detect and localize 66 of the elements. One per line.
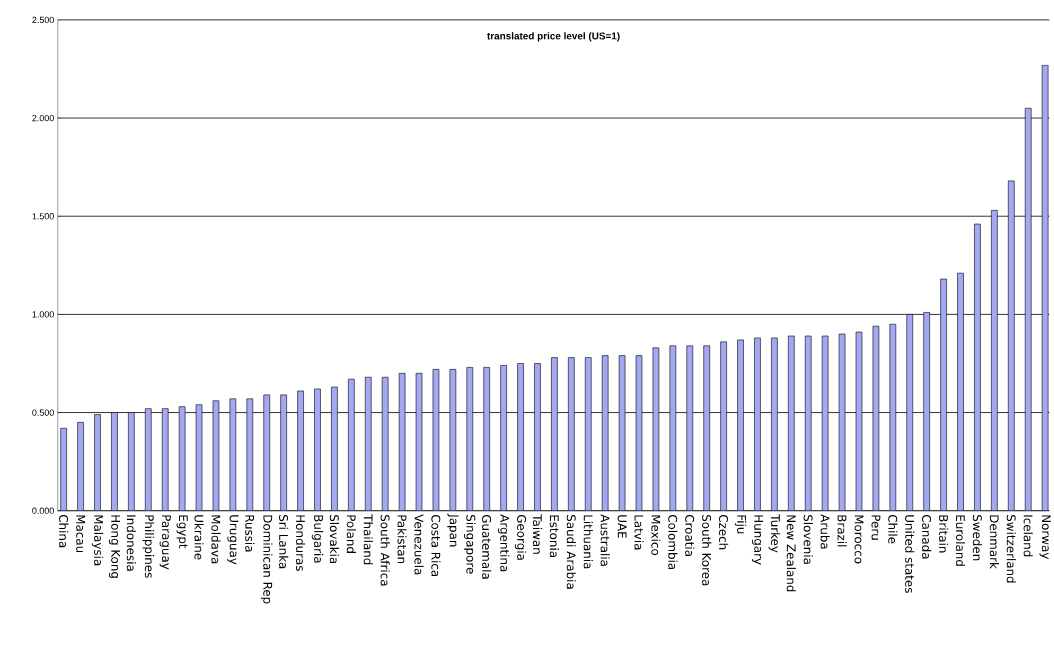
x-tick-label: Canada bbox=[922, 514, 932, 559]
y-tick-label: 2.500 bbox=[32, 16, 54, 24]
x-tick-label: Morocco bbox=[854, 515, 864, 564]
y-tick-label: 0.000 bbox=[32, 507, 54, 514]
x-tick-label: Latvia bbox=[634, 515, 644, 550]
x-tick-label: Slovakia bbox=[329, 515, 340, 564]
x-tick-label: Hungary bbox=[751, 515, 764, 565]
x-tick-label: Saudi Arabia bbox=[566, 515, 576, 589]
x-tick-label: Croatia bbox=[685, 514, 695, 556]
x-tick-label: Singapore bbox=[464, 515, 476, 574]
x-tick-label: China bbox=[59, 514, 69, 548]
x-tick-label: Iceland bbox=[1023, 515, 1033, 557]
x-tick-label: Argentina bbox=[497, 514, 510, 572]
x-tick-label: Lithuania bbox=[583, 515, 593, 569]
x-tick-label: Japan bbox=[447, 513, 459, 547]
x-tick-label: Slovenia bbox=[803, 515, 813, 564]
x-tick-label: Hong Kong bbox=[108, 515, 121, 578]
x-tick-label: Bulgaria bbox=[311, 515, 324, 563]
x-tick-label: Moldava bbox=[211, 515, 221, 564]
x-tick-label: Indonesia bbox=[126, 515, 136, 571]
x-tick-label: South Korea bbox=[702, 515, 712, 586]
x-tick-label: Britain bbox=[938, 515, 949, 553]
x-tick-label: New Zealand bbox=[786, 515, 796, 592]
x-tick-label: Aruba bbox=[820, 514, 830, 549]
x-tick-label: Poland bbox=[346, 515, 356, 553]
x-tick-label: Egypt bbox=[176, 515, 188, 549]
x-tick-label: Philippines bbox=[142, 515, 155, 578]
x-tick-label: Ukraine bbox=[194, 515, 204, 560]
x-tick-label: Mexico bbox=[651, 515, 661, 556]
x-tick-label: Malaysia bbox=[91, 515, 104, 566]
x-tick-label: Sri Lanka bbox=[279, 515, 289, 569]
x-tick-label: Guatemala bbox=[482, 514, 492, 579]
x-tick-label: Thailand bbox=[363, 514, 373, 565]
x-tick-label: Denmark bbox=[989, 515, 999, 569]
x-tick-label: Taiwan bbox=[532, 514, 543, 554]
y-tick-label: 2.000 bbox=[32, 114, 54, 122]
x-tick-label: Czech bbox=[719, 514, 729, 550]
x-tick-label: Macau bbox=[76, 515, 86, 553]
x-tick-label: Uruguay bbox=[227, 515, 239, 565]
x-tick-label: Sweden bbox=[972, 515, 983, 561]
x-tick-label: Brazil bbox=[837, 515, 847, 547]
x-tick-label: Australia bbox=[600, 514, 610, 566]
text: translated price level (US=1) bbox=[487, 32, 620, 42]
x-tick-label: Dominican Rep bbox=[260, 515, 273, 604]
x-tick-label: Norway bbox=[1039, 515, 1051, 560]
x-tick-label: UAE bbox=[617, 515, 627, 538]
x-tick-label: Pakistan bbox=[397, 515, 407, 564]
x-tick-label: Costa Rica bbox=[431, 514, 441, 577]
x-tick-label: United states bbox=[905, 515, 915, 593]
x-tick-label: Fiju bbox=[734, 515, 747, 534]
x-tick-label: Venezuela bbox=[414, 514, 424, 575]
x-tick-label: Honduras bbox=[295, 515, 306, 571]
y-tick-label: 0.500 bbox=[32, 409, 54, 416]
y-tick-label: 1.000 bbox=[32, 311, 54, 318]
y-tick-label: 1.500 bbox=[32, 213, 54, 220]
x-tick-label: South Africa bbox=[380, 515, 390, 586]
x-tick-label: Russia bbox=[245, 515, 255, 552]
x-tick-label: Peru bbox=[871, 515, 881, 540]
x-tick-label: Paraguay bbox=[159, 515, 171, 570]
x-tick-label: Estonia bbox=[549, 515, 559, 557]
x-tick-label: Euroland bbox=[955, 515, 966, 566]
x-tick-label: Chile bbox=[888, 514, 898, 544]
x-tick-label: Georgia bbox=[514, 514, 527, 560]
x-tick-label: Turkey bbox=[768, 514, 781, 553]
x-tick-label: Switzerland bbox=[1006, 515, 1016, 583]
x-tick-label: Colombia bbox=[668, 514, 678, 570]
